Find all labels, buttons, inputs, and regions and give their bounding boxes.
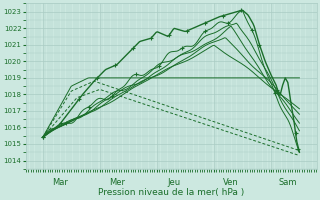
- Text: Mer: Mer: [109, 178, 125, 187]
- Text: Mar: Mar: [52, 178, 68, 187]
- X-axis label: Pression niveau de la mer( hPa ): Pression niveau de la mer( hPa ): [98, 188, 244, 197]
- Text: Jeu: Jeu: [167, 178, 180, 187]
- Text: Ven: Ven: [223, 178, 239, 187]
- Text: Sam: Sam: [279, 178, 297, 187]
